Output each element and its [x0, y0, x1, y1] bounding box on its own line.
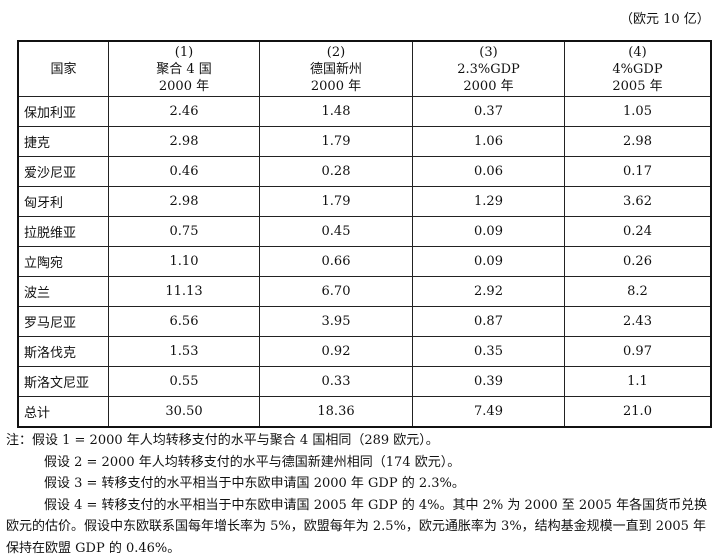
value-cell: 7.49: [413, 397, 565, 428]
value-cell: 1.1: [565, 367, 712, 397]
notes: 注：假设 1 = 2000 年人均转移支付的水平与聚合 4 国相同（289 欧元…: [6, 430, 718, 559]
country-cell: 斯洛伐克: [18, 337, 109, 367]
value-cell: 0.37: [413, 97, 565, 127]
value-cell: 0.33: [260, 367, 413, 397]
value-cell: 0.17: [565, 157, 712, 187]
value-cell: 21.0: [565, 397, 712, 428]
header-line: 4%GDP: [565, 61, 710, 78]
value-cell: 0.35: [413, 337, 565, 367]
value-cell: 6.56: [109, 307, 260, 337]
country-cell: 保加利亚: [18, 97, 109, 127]
value-cell: 1.06: [413, 127, 565, 157]
value-cell: 0.75: [109, 217, 260, 247]
header-line: 2005 年: [565, 78, 710, 95]
value-cell: 2.98: [109, 127, 260, 157]
country-cell: 爱沙尼亚: [18, 157, 109, 187]
header-line: 2000 年: [413, 78, 564, 95]
value-cell: 1.48: [260, 97, 413, 127]
country-cell: 罗马尼亚: [18, 307, 109, 337]
value-cell: 3.95: [260, 307, 413, 337]
country-cell: 捷克: [18, 127, 109, 157]
value-cell: 30.50: [109, 397, 260, 428]
value-cell: 0.87: [413, 307, 565, 337]
header-line: 国家: [19, 61, 108, 78]
value-cell: 1.29: [413, 187, 565, 217]
header-line: 2.3%GDP: [413, 61, 564, 78]
value-cell: 1.79: [260, 187, 413, 217]
value-cell: 1.79: [260, 127, 413, 157]
header-line: (3): [413, 44, 564, 61]
value-cell: 2.98: [109, 187, 260, 217]
note-4: 假设 4 = 转移支付的水平相当于中东欧申请国 2005 年 GDP 的 4%。…: [6, 495, 718, 559]
value-cell: 0.97: [565, 337, 712, 367]
column-header: 国家: [18, 41, 109, 97]
value-cell: 0.28: [260, 157, 413, 187]
header-line: 2000 年: [109, 78, 259, 95]
value-cell: 1.53: [109, 337, 260, 367]
country-cell: 波兰: [18, 277, 109, 307]
value-cell: 6.70: [260, 277, 413, 307]
note-3: 假设 3 = 转移支付的水平相当于中东欧申请国 2000 年 GDP 的 2.3…: [6, 473, 718, 495]
value-cell: 2.98: [565, 127, 712, 157]
header-line: 2000 年: [260, 78, 412, 95]
value-cell: 0.66: [260, 247, 413, 277]
value-cell: 2.92: [413, 277, 565, 307]
value-cell: 0.24: [565, 217, 712, 247]
country-cell: 总计: [18, 397, 109, 428]
note-2: 假设 2 = 2000 年人均转移支付的水平与德国新建州相同（174 欧元）。: [6, 452, 718, 474]
value-cell: 1.10: [109, 247, 260, 277]
header-line: (2): [260, 44, 412, 61]
country-cell: 拉脱维亚: [18, 217, 109, 247]
value-cell: 0.09: [413, 217, 565, 247]
country-cell: 匈牙利: [18, 187, 109, 217]
value-cell: 0.92: [260, 337, 413, 367]
header-line: 聚合 4 国: [109, 61, 259, 78]
value-cell: 0.26: [565, 247, 712, 277]
value-cell: 0.39: [413, 367, 565, 397]
value-cell: 8.2: [565, 277, 712, 307]
value-cell: 18.36: [260, 397, 413, 428]
header-line: (4): [565, 44, 710, 61]
country-cell: 斯洛文尼亚: [18, 367, 109, 397]
value-cell: 0.09: [413, 247, 565, 277]
value-cell: 1.05: [565, 97, 712, 127]
value-cell: 0.45: [260, 217, 413, 247]
value-cell: 2.46: [109, 97, 260, 127]
header-line: 德国新州: [260, 61, 412, 78]
value-cell: 0.46: [109, 157, 260, 187]
country-cell: 立陶宛: [18, 247, 109, 277]
note-1: 注：假设 1 = 2000 年人均转移支付的水平与聚合 4 国相同（289 欧元…: [6, 430, 718, 452]
value-cell: 0.55: [109, 367, 260, 397]
header-line: (1): [109, 44, 259, 61]
value-cell: 2.43: [565, 307, 712, 337]
unit-label: （欧元 10 亿）: [620, 8, 710, 27]
value-cell: 11.13: [109, 277, 260, 307]
value-cell: 0.06: [413, 157, 565, 187]
value-cell: 3.62: [565, 187, 712, 217]
